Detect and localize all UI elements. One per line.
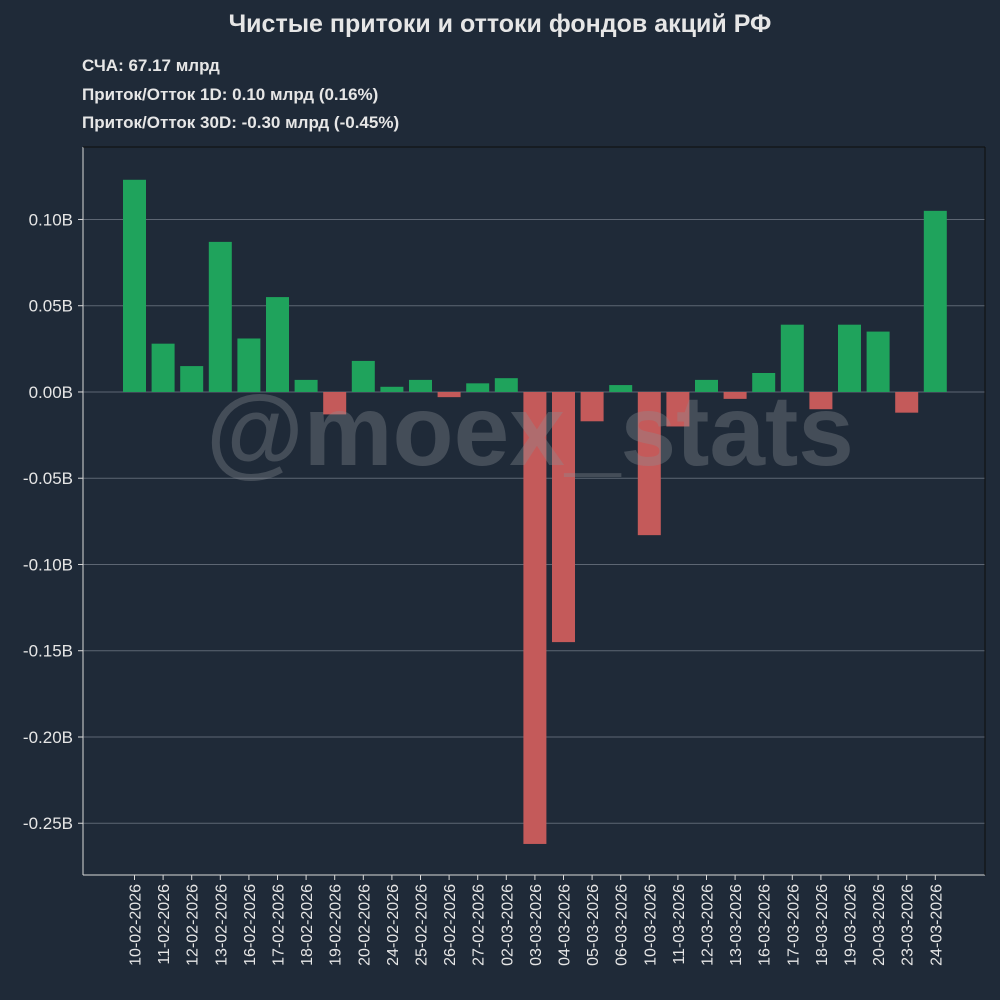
x-tick-label: 13-02-2026	[213, 884, 230, 966]
x-tick-label: 25-02-2026	[414, 884, 431, 966]
stat-flow-1d: Приток/Отток 1D: 0.10 млрд (0.16%)	[82, 84, 379, 104]
x-tick-label: 27-02-2026	[471, 884, 488, 966]
bar	[866, 331, 890, 392]
watermark: @moex_stats	[206, 375, 854, 487]
bar	[237, 338, 261, 392]
bar	[523, 391, 547, 844]
bar	[494, 378, 518, 392]
bar	[151, 343, 175, 392]
x-tick-label: 16-02-2026	[242, 884, 259, 966]
bar	[838, 324, 861, 392]
y-tick-label: -0.05B	[23, 469, 73, 488]
x-tick-label: 19-02-2026	[328, 884, 345, 966]
bar	[266, 297, 289, 392]
bar	[294, 379, 318, 392]
x-tick-label: 10-02-2026	[128, 884, 145, 966]
bar	[180, 366, 204, 392]
bar	[123, 179, 146, 392]
x-tick-label: 13-03-2026	[728, 884, 745, 966]
bar	[409, 379, 432, 392]
x-tick-label: 06-03-2026	[614, 884, 631, 966]
bar	[208, 241, 232, 392]
bar	[437, 391, 461, 398]
x-tick-label: 04-03-2026	[557, 884, 574, 966]
x-tick-label: 02-03-2026	[499, 884, 516, 966]
y-tick-label: 0.00B	[29, 383, 73, 402]
x-tick-label: 03-03-2026	[528, 884, 545, 966]
y-tick-label: -0.20B	[23, 728, 73, 747]
x-tick-label: 24-02-2026	[385, 884, 402, 966]
x-tick-label: 17-02-2026	[271, 884, 288, 966]
x-tick-label: 18-03-2026	[814, 884, 831, 966]
axes	[82, 146, 986, 876]
bar	[752, 372, 776, 392]
x-tick-labels: 10-02-2026 11-02-2026 12-02-2026 13-02-2026…	[128, 875, 945, 966]
bar	[666, 391, 690, 427]
x-tick-label: 20-03-2026	[871, 884, 888, 966]
x-tick-label: 12-03-2026	[700, 884, 717, 966]
x-tick-label: 16-03-2026	[757, 884, 774, 966]
bars	[123, 179, 947, 844]
y-tick-label: 0.10B	[29, 210, 73, 229]
bar	[351, 360, 375, 392]
chart-title: Чистые притоки и оттоки фондов акций РФ	[228, 10, 772, 38]
bar	[780, 324, 804, 392]
stat-flow-30d: Приток/Отток 30D: -0.30 млрд (-0.45%)	[82, 113, 400, 132]
bar	[552, 391, 575, 643]
bar	[580, 391, 604, 422]
x-tick-label: 11-02-2026	[156, 884, 173, 965]
bar	[809, 391, 833, 410]
y-tick-label: -0.15B	[23, 642, 73, 661]
x-tick-label: 10-03-2026	[642, 884, 659, 966]
y-tick-label: 0.05B	[29, 297, 73, 316]
bar	[380, 386, 404, 392]
x-tick-label: 23-03-2026	[900, 884, 917, 966]
x-tick-label: 20-02-2026	[356, 884, 373, 966]
y-tick-label: -0.10B	[23, 555, 73, 574]
x-tick-label: 24-03-2026	[928, 884, 945, 966]
stats-block: СЧА: 67.17 млрд Приток/Отток 1D: 0.10 мл…	[82, 54, 399, 140]
x-tick-label: 12-02-2026	[185, 884, 202, 966]
bar	[723, 391, 747, 399]
y-tick-label: -0.25B	[23, 814, 73, 833]
x-tick-label: 17-03-2026	[785, 884, 802, 966]
y-tick-labels: 0.10B 0.05B 0.00B -0.05B -0.10B -0.15B -0.20B -…	[23, 210, 83, 833]
bar	[466, 383, 490, 392]
bar	[609, 385, 633, 392]
x-tick-label: 18-02-2026	[299, 884, 316, 966]
x-tick-label: 05-03-2026	[585, 884, 602, 966]
bar	[923, 210, 947, 392]
bar	[895, 391, 919, 413]
x-tick-label: 19-03-2026	[843, 884, 860, 966]
x-tick-label: 11-03-2026	[671, 884, 688, 965]
bar	[637, 391, 661, 536]
x-tick-label: 26-02-2026	[442, 884, 459, 966]
stat-nav: СЧА: 67.17 млрд	[82, 56, 220, 75]
bar	[323, 391, 347, 415]
bar	[695, 379, 718, 392]
